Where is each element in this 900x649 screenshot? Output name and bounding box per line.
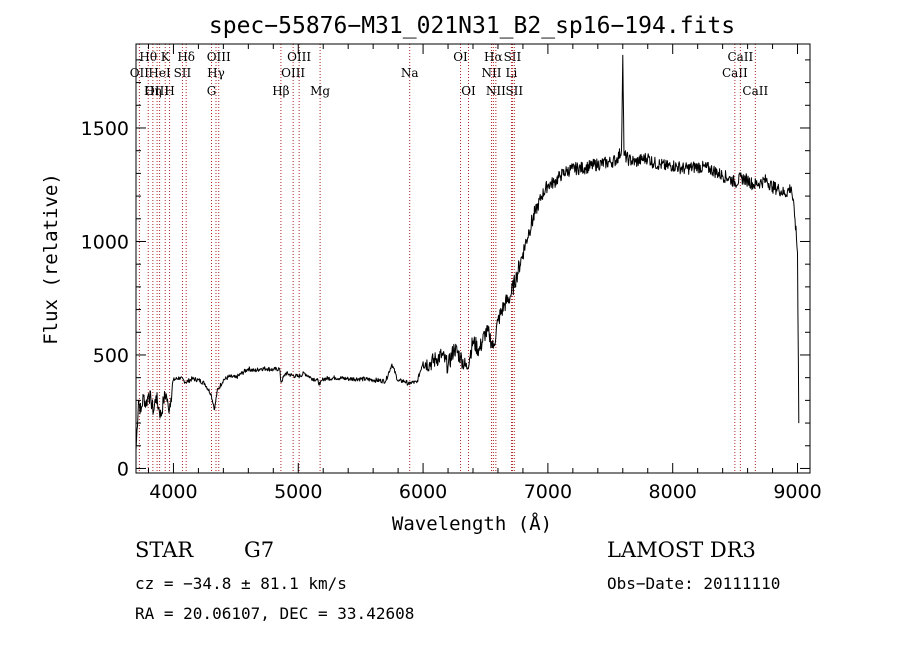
x-axis: 4000 5000 6000 7000 8000 9000 bbox=[147, 44, 822, 503]
marker-label: Mg bbox=[310, 84, 330, 98]
redshift-velocity: cz = −34.8 ± 81.1 km/s bbox=[135, 574, 347, 593]
marker-label: SII bbox=[174, 66, 192, 80]
y-tick-label: 1000 bbox=[81, 231, 129, 253]
marker-label: Hδ bbox=[177, 50, 195, 64]
x-tick-label: 9000 bbox=[773, 481, 821, 503]
marker-label: Li bbox=[506, 66, 518, 80]
chart-title: spec−55876−M31_021N31_B2_sp16−194.fits bbox=[209, 13, 735, 39]
marker-label: Na bbox=[401, 66, 419, 80]
marker-label: CaII bbox=[742, 84, 768, 98]
marker-label: K bbox=[161, 50, 171, 64]
marker-label: OIII bbox=[207, 50, 231, 64]
marker-label: HeI bbox=[148, 66, 171, 80]
object-class: STAR bbox=[135, 538, 194, 562]
observation-date: Obs−Date: 20111110 bbox=[607, 574, 780, 593]
spectrum-plot bbox=[135, 54, 800, 451]
marker-label: H bbox=[164, 84, 174, 98]
marker-label: OIII bbox=[287, 50, 311, 64]
marker-label: OIII bbox=[145, 84, 169, 98]
x-tick-label: 8000 bbox=[649, 481, 697, 503]
y-axis: 0 500 1000 1500 bbox=[81, 59, 810, 480]
x-tick-label: 5000 bbox=[274, 481, 322, 503]
marker-label: SII bbox=[504, 50, 522, 64]
object-subclass: G7 bbox=[244, 538, 274, 562]
y-tick-label: 1500 bbox=[81, 118, 129, 140]
marker-label: NII bbox=[486, 84, 506, 98]
coordinates: RA = 20.06107, DEC = 33.42608 bbox=[135, 604, 414, 623]
x-tick-label: 4000 bbox=[149, 481, 197, 503]
marker-label: Hβ bbox=[272, 84, 289, 98]
marker-label: OIII bbox=[281, 66, 305, 80]
marker-label: SII bbox=[505, 84, 523, 98]
spectral-line-markers: HθOIIOIIIKHηHeIHSIIHδGOIIIHγHβOIIIOIIIMg… bbox=[130, 44, 768, 473]
y-tick-label: 500 bbox=[93, 345, 129, 367]
survey-name: LAMOST DR3 bbox=[607, 538, 756, 562]
y-tick-label: 0 bbox=[117, 458, 129, 480]
x-axis-label: Wavelength (Å) bbox=[392, 512, 552, 535]
marker-label: Hθ bbox=[139, 50, 157, 64]
y-axis-label: Flux (relative) bbox=[40, 173, 62, 345]
marker-label: OII bbox=[130, 66, 150, 80]
marker-label: CaII bbox=[727, 50, 753, 64]
marker-label: OI bbox=[461, 84, 476, 98]
marker-label: G bbox=[207, 84, 217, 98]
x-tick-label: 6000 bbox=[399, 481, 447, 503]
marker-label: CaII bbox=[722, 66, 748, 80]
marker-label: Hγ bbox=[207, 66, 225, 80]
marker-label: Hα bbox=[484, 50, 503, 64]
spectrum-line bbox=[135, 54, 800, 451]
marker-label: OI bbox=[453, 50, 468, 64]
marker-label: Hη bbox=[144, 84, 162, 98]
x-tick-label: 7000 bbox=[524, 481, 572, 503]
marker-label: NII bbox=[481, 66, 501, 80]
